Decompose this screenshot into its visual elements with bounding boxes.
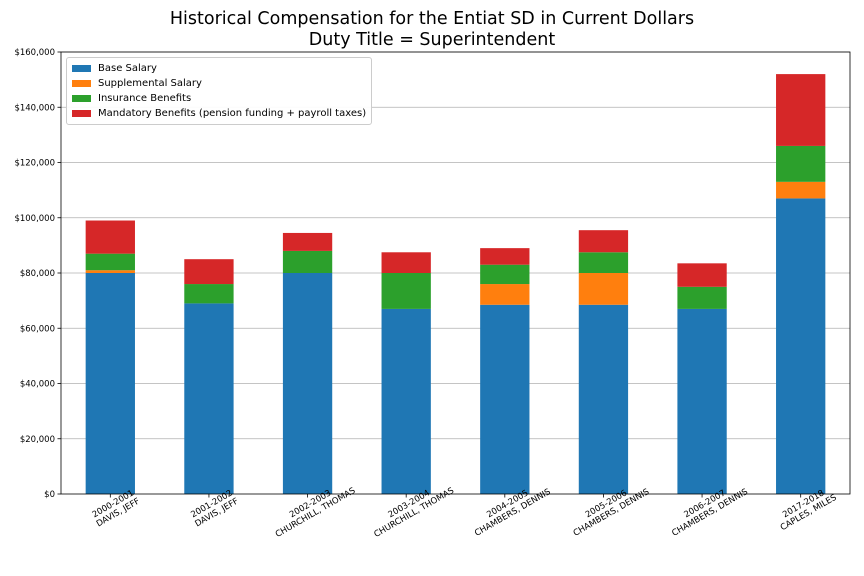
y-tick-label: $80,000 <box>20 269 55 279</box>
bar-segment-mandatory <box>677 263 727 287</box>
y-tick-label: $160,000 <box>14 48 55 58</box>
legend-item: Insurance Benefits <box>72 91 366 106</box>
legend-item: Base Salary <box>72 61 366 76</box>
legend-swatch <box>72 110 91 117</box>
bar-segment-mandatory <box>776 74 826 146</box>
bar-segment-supplemental <box>578 273 629 305</box>
legend-label: Mandatory Benefits (pension funding + pa… <box>98 108 367 119</box>
legend-swatch <box>72 65 91 72</box>
bar-segment-base <box>677 308 727 494</box>
y-tick-label: $120,000 <box>14 159 55 169</box>
bar-segment-mandatory <box>480 248 530 265</box>
bar-segment-supplemental <box>480 284 530 305</box>
bar-segment-supplemental <box>776 181 826 199</box>
legend-label: Supplemental Salary <box>98 78 202 89</box>
bar-segment-base <box>282 273 333 494</box>
bar-segment-supplemental <box>85 270 135 273</box>
bar-segment-insurance <box>578 252 629 273</box>
bar-segment-base <box>480 304 530 494</box>
legend-item: Supplemental Salary <box>72 76 366 91</box>
y-tick-label: $100,000 <box>14 214 55 224</box>
bar-segment-base <box>85 273 135 494</box>
bar-segment-insurance <box>282 250 333 273</box>
y-tick-label: $40,000 <box>20 380 55 390</box>
bar-segment-mandatory <box>578 230 629 253</box>
y-tick-label: $20,000 <box>20 435 55 445</box>
legend-label: Insurance Benefits <box>98 93 192 104</box>
y-tick-label: $140,000 <box>14 103 55 113</box>
bar-segment-base <box>578 304 629 494</box>
chart-legend: Base Salary Supplemental Salary Insurance … <box>66 57 373 125</box>
chart-title-block: Historical Compensation for the Entiat S… <box>0 9 864 51</box>
bar-segment-mandatory <box>381 252 431 273</box>
bar-segment-insurance <box>85 253 135 271</box>
y-tick-label: $60,000 <box>20 324 55 334</box>
bar-segment-mandatory <box>282 232 333 251</box>
chart-subtitle: Duty Title = Superintendent <box>308 30 556 50</box>
bar-segment-insurance <box>480 264 530 285</box>
bar-segment-insurance <box>677 286 727 309</box>
bar-segment-insurance <box>776 145 826 182</box>
y-tick-label: $0 <box>44 490 55 500</box>
legend-swatch <box>72 95 91 102</box>
legend-item: Mandatory Benefits (pension funding + pa… <box>72 106 366 121</box>
chart-title: Historical Compensation for the Entiat S… <box>169 9 695 29</box>
bar-segment-mandatory <box>184 259 234 285</box>
bar-segment-mandatory <box>85 220 135 254</box>
legend-swatch <box>72 80 91 87</box>
bar-segment-base <box>776 198 826 494</box>
bar-segment-base <box>184 303 234 494</box>
legend-label: Base Salary <box>98 63 157 74</box>
bar-segment-base <box>381 308 431 494</box>
plot-frame <box>60 51 851 495</box>
bar-segment-insurance <box>381 273 431 309</box>
bar-segment-insurance <box>184 284 234 304</box>
